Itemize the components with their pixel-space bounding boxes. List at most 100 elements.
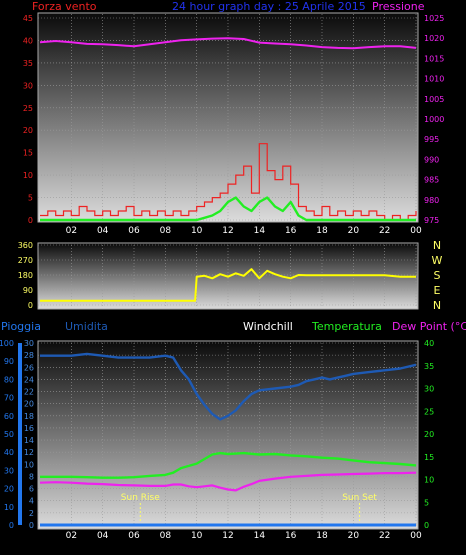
x-tick-label: 08 (160, 531, 172, 541)
x-tick-label: 02 (66, 531, 77, 541)
y-tick-label: 20 (424, 430, 434, 439)
compass-label: E (434, 284, 441, 297)
pressure-axis-title: Pressione (372, 0, 425, 13)
y-tick-label: 1010 (424, 75, 444, 84)
y-tick-label: 16 (24, 424, 34, 433)
legend-dewpoint: Dew Point (°C) (392, 320, 466, 333)
y-tick-label: 1020 (424, 34, 444, 43)
wind-direction-line (40, 268, 416, 302)
y-tick-label: 35 (424, 362, 434, 371)
y-tick-label: 0 (28, 301, 33, 310)
y-tick-label: 0 (28, 216, 33, 225)
y-tick-label: 4 (29, 497, 34, 506)
x-tick-label: 04 (97, 531, 109, 541)
y-tick-label: 35 (23, 59, 33, 68)
y-tick-label: 90 (4, 357, 14, 366)
compass-label: W (432, 254, 443, 267)
x-tick-label: 10 (191, 226, 203, 236)
y-tick-label: 14 (24, 436, 34, 445)
x-tick-label: 18 (316, 226, 328, 236)
y-tick-label: 90 (23, 286, 33, 295)
legend-windchill: Windchill (243, 320, 293, 333)
temperature-line (40, 451, 417, 479)
y-tick-label: 25 (23, 104, 33, 113)
y-tick-label: 975 (424, 216, 439, 225)
x-tick-label: 12 (222, 226, 233, 236)
y-tick-label: 0 (9, 521, 14, 530)
y-tick-label: 270 (18, 256, 33, 265)
x-tick-label: 20 (348, 531, 360, 541)
x-tick-label: 12 (222, 531, 233, 541)
y-tick-label: 6 (29, 485, 34, 494)
y-tick-label: 10 (4, 503, 14, 512)
y-tick-label: 50 (4, 430, 14, 439)
y-tick-label: 10 (24, 460, 34, 469)
x-tick-label: 16 (285, 531, 297, 541)
y-tick-label: 10 (424, 476, 434, 485)
y-tick-label: 8 (29, 472, 34, 481)
y-tick-label: 5 (28, 194, 33, 203)
humidity-line (40, 352, 417, 421)
y-tick-label: 0 (424, 521, 429, 530)
x-tick-label: 20 (348, 226, 360, 236)
graph-date-title: 24 hour graph day : 25 Aprile 2015 (172, 0, 366, 13)
y-tick-label: 5 (424, 498, 429, 507)
y-tick-label: 30 (4, 466, 14, 475)
legend-rain: Pioggia (1, 320, 41, 333)
x-tick-label: 00 (410, 226, 422, 236)
y-tick-label: 30 (23, 81, 33, 90)
y-tick-label: 30 (24, 339, 34, 348)
wind-average-line (40, 196, 416, 222)
humidity-temp-panel-bg (37, 340, 419, 530)
x-tick-label: 04 (97, 226, 109, 236)
y-tick-label: 12 (24, 448, 34, 457)
x-tick-label: 22 (379, 226, 390, 236)
legend-temperature: Temperatura (311, 320, 382, 333)
y-tick-label: 20 (24, 400, 34, 409)
y-tick-label: 1015 (424, 54, 444, 63)
x-tick-label: 18 (316, 531, 328, 541)
legend-humidity: Umidita (65, 320, 108, 333)
y-tick-label: 15 (23, 149, 33, 158)
y-tick-label: 30 (424, 385, 434, 394)
y-tick-label: 985 (424, 176, 439, 185)
wind-gust-line (40, 143, 417, 221)
compass-label: N (433, 239, 441, 252)
y-tick-label: 20 (4, 485, 14, 494)
y-tick-label: 990 (424, 155, 439, 164)
y-tick-label: 995 (424, 135, 439, 144)
x-tick-label: 14 (254, 226, 266, 236)
y-tick-label: 360 (18, 241, 33, 250)
y-tick-label: 26 (24, 363, 34, 372)
x-tick-label: 16 (285, 226, 297, 236)
y-tick-label: 22 (24, 388, 34, 397)
x-tick-label: 10 (191, 531, 203, 541)
x-tick-label: 06 (128, 226, 140, 236)
x-tick-label: 00 (410, 531, 422, 541)
x-tick-label: 22 (379, 531, 390, 541)
pressure-line (39, 37, 417, 50)
y-tick-label: 40 (4, 448, 14, 457)
sunrise-label: Sun Rise (121, 493, 160, 503)
y-tick-label: 18 (24, 412, 34, 421)
x-tick-label: 06 (128, 531, 140, 541)
y-tick-label: 10 (23, 171, 33, 180)
y-tick-label: 60 (4, 412, 14, 421)
humidity-temp-panel: 02 04 06 08 10 12 14 16 18 20 22 000102030405060708… (0, 339, 434, 541)
wind-axis-title: Forza vento (32, 0, 97, 13)
y-tick-label: 45 (23, 14, 33, 23)
x-tick-label: 14 (254, 531, 266, 541)
y-tick-label: 40 (23, 36, 33, 45)
y-tick-label: 2 (29, 509, 34, 518)
y-tick-label: 70 (4, 394, 14, 403)
y-tick-label: 25 (424, 407, 434, 416)
sunset-label: Sun Set (342, 493, 377, 503)
y-tick-label: 1025 (424, 14, 444, 23)
y-tick-label: 1005 (424, 95, 444, 104)
y-tick-label: 100 (0, 339, 14, 348)
y-tick-label: 180 (18, 271, 33, 280)
y-tick-label: 1000 (424, 115, 444, 124)
y-tick-label: 24 (24, 375, 34, 384)
